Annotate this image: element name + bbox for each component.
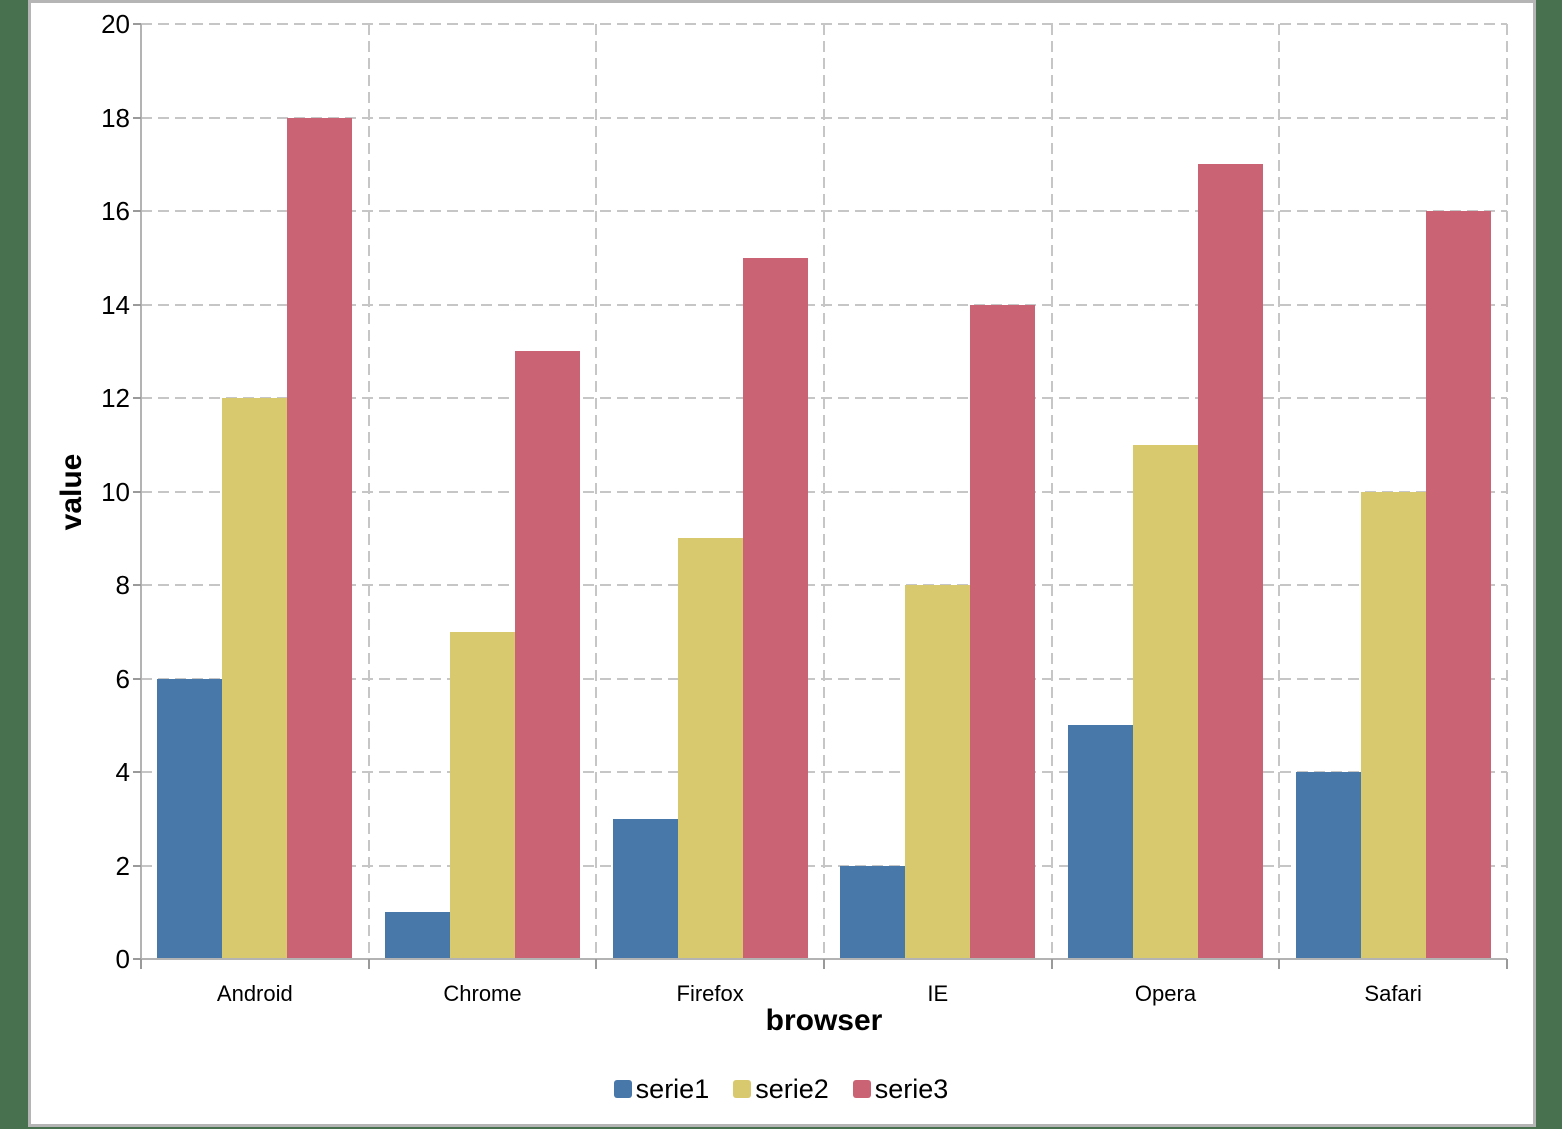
legend-item-serie2: serie2	[733, 1074, 829, 1105]
y-tick-mark	[133, 677, 141, 680]
y-tick-mark	[133, 490, 141, 493]
v-gridline	[1050, 24, 1053, 959]
bar-serie2-safari	[1360, 491, 1426, 959]
bar-serie2-opera	[1133, 444, 1198, 959]
y-tick-mark	[133, 303, 141, 306]
legend-swatch-serie2	[733, 1080, 752, 1098]
y-tick-mark	[133, 116, 141, 119]
bar-serie2-ie	[905, 585, 971, 959]
y-axis-title: value	[55, 453, 88, 530]
legend-label: serie1	[635, 1073, 710, 1104]
x-category-label: IE	[927, 981, 949, 1006]
x-tick-mark	[1506, 959, 1508, 969]
bar-serie2-android	[222, 398, 288, 959]
bar-serie3-safari	[1425, 211, 1491, 959]
y-tick-mark	[133, 771, 141, 773]
x-tick-mark	[140, 959, 142, 969]
legend: serie1 serie2 serie3	[0, 1072, 1562, 1106]
v-gridline	[595, 24, 598, 959]
legend-label: serie2	[755, 1073, 829, 1104]
y-tick-mark	[133, 864, 141, 867]
y-tick-label: 18	[101, 102, 130, 133]
bar-serie1-opera	[1068, 725, 1133, 959]
x-category-label: Opera	[1134, 981, 1197, 1006]
bar-serie1-firefox	[612, 818, 678, 959]
v-gridline	[1506, 24, 1508, 959]
x-axis-title: browser	[765, 1004, 883, 1037]
y-tick-label: 8	[115, 570, 130, 600]
y-tick-mark	[133, 397, 141, 399]
y-tick-label: 10	[101, 476, 130, 507]
v-gridline	[1278, 24, 1281, 959]
v-gridline	[823, 24, 825, 959]
x-tick-mark	[823, 959, 825, 969]
legend-item-serie1: serie1	[613, 1073, 710, 1105]
legend-label: serie3	[874, 1073, 949, 1104]
bar-serie3-opera	[1198, 164, 1263, 959]
y-tick-label: 12	[101, 383, 130, 413]
bar-serie2-firefox	[677, 538, 743, 959]
bar-serie1-ie	[840, 865, 906, 959]
y-tick-label: 0	[115, 944, 130, 974]
bar-serie3-android	[287, 117, 353, 959]
x-category-label: Chrome	[443, 981, 522, 1006]
legend-swatch-serie1	[613, 1080, 632, 1098]
x-category-label: Firefox	[676, 981, 744, 1006]
x-tick-mark	[595, 959, 598, 969]
y-tick-label: 6	[115, 663, 130, 694]
bar-serie1-android	[157, 678, 223, 959]
legend-swatch-serie3	[852, 1080, 871, 1098]
y-tick-label: 4	[115, 757, 130, 787]
bar-serie1-safari	[1295, 772, 1361, 959]
y-tick-label: 16	[101, 196, 130, 226]
y-tick-mark	[133, 210, 141, 212]
bar-serie1-chrome	[385, 912, 450, 959]
x-category-label: Android	[216, 981, 293, 1006]
y-tick-mark	[133, 584, 141, 586]
y-axis-line	[140, 24, 142, 960]
y-tick-label: 20	[101, 9, 130, 39]
legend-item-serie3: serie3	[852, 1073, 949, 1105]
bar-serie3-chrome	[515, 351, 580, 959]
y-tick-mark	[133, 958, 141, 960]
x-tick-mark	[1050, 959, 1053, 969]
x-tick-mark	[1278, 959, 1281, 969]
y-tick-label: 14	[101, 289, 130, 320]
bar-serie2-chrome	[450, 631, 515, 959]
x-category-label: Safari	[1364, 981, 1422, 1006]
v-gridline	[367, 24, 370, 959]
x-tick-mark	[367, 959, 370, 969]
bar-serie3-ie	[970, 304, 1036, 959]
y-tick-mark	[133, 23, 141, 25]
bar-serie3-firefox	[742, 257, 808, 959]
y-tick-label: 2	[115, 850, 130, 881]
